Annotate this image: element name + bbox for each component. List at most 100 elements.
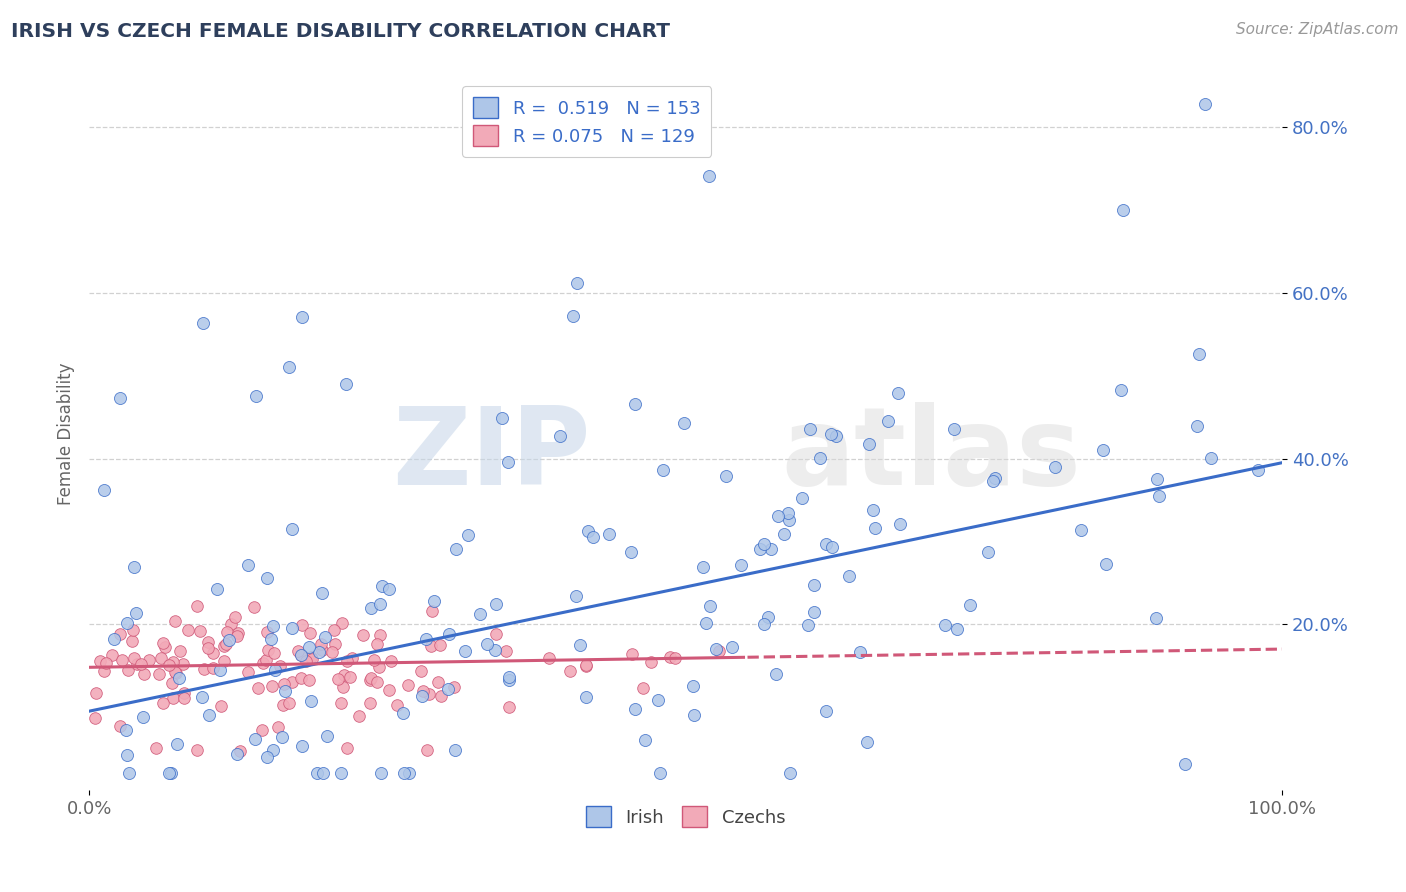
Point: [430, 689, 453, 703]
Point: [624, 702, 647, 716]
Point: [152, 696, 174, 710]
Point: [326, 672, 349, 686]
Point: [153, 640, 176, 655]
Point: [108, 392, 131, 406]
Point: [191, 316, 214, 330]
Point: [167, 671, 190, 685]
Point: [876, 414, 898, 428]
Point: [118, 766, 141, 780]
Point: [454, 644, 477, 658]
Point: [485, 627, 508, 641]
Point: [803, 605, 825, 619]
Point: [202, 661, 225, 675]
Point: [197, 641, 219, 656]
Point: [162, 655, 184, 669]
Point: [256, 571, 278, 585]
Point: [856, 735, 879, 749]
Point: [330, 696, 353, 710]
Point: [934, 618, 956, 632]
Point: [498, 455, 520, 469]
Point: [634, 732, 657, 747]
Point: [173, 686, 195, 700]
Point: [779, 766, 801, 780]
Point: [1109, 383, 1132, 397]
Point: [103, 632, 125, 646]
Point: [378, 582, 401, 596]
Point: [598, 526, 620, 541]
Point: [262, 619, 284, 633]
Point: [236, 665, 259, 679]
Point: [1147, 489, 1170, 503]
Point: [291, 618, 314, 632]
Point: [252, 657, 274, 671]
Point: [886, 385, 908, 400]
Point: [683, 708, 706, 723]
Point: [209, 663, 232, 677]
Point: [172, 657, 194, 672]
Point: [298, 626, 321, 640]
Point: [226, 626, 249, 640]
Point: [311, 585, 333, 599]
Point: [575, 657, 598, 672]
Point: [138, 653, 160, 667]
Point: [415, 742, 437, 756]
Point: [707, 644, 730, 658]
Point: [271, 731, 294, 745]
Point: [776, 506, 799, 520]
Point: [658, 649, 681, 664]
Point: [260, 679, 283, 693]
Point: [108, 719, 131, 733]
Point: [825, 429, 848, 443]
Point: [198, 708, 221, 723]
Point: [959, 598, 981, 612]
Point: [186, 743, 208, 757]
Point: [335, 377, 357, 392]
Point: [347, 709, 370, 723]
Point: [267, 720, 290, 734]
Point: [444, 743, 467, 757]
Point: [752, 617, 775, 632]
Point: [858, 436, 880, 450]
Point: [257, 643, 280, 657]
Point: [756, 610, 779, 624]
Point: [238, 558, 260, 573]
Point: [772, 527, 794, 541]
Point: [83, 711, 105, 725]
Point: [336, 740, 359, 755]
Point: [330, 766, 353, 780]
Point: [444, 542, 467, 557]
Point: [436, 682, 458, 697]
Point: [485, 597, 508, 611]
Point: [366, 675, 388, 690]
Point: [321, 645, 343, 659]
Point: [561, 310, 583, 324]
Point: [682, 679, 704, 693]
Point: [1070, 523, 1092, 537]
Point: [730, 558, 752, 572]
Point: [491, 411, 513, 425]
Point: [247, 681, 270, 696]
Point: [94, 656, 117, 670]
Y-axis label: Female Disability: Female Disability: [58, 362, 75, 505]
Point: [889, 517, 911, 532]
Point: [721, 640, 744, 654]
Point: [207, 582, 229, 596]
Text: IRISH VS CZECH FEMALE DISABILITY CORRELATION CHART: IRISH VS CZECH FEMALE DISABILITY CORRELA…: [11, 22, 671, 41]
Point: [332, 681, 354, 695]
Point: [209, 699, 232, 714]
Point: [333, 668, 356, 682]
Point: [790, 491, 813, 505]
Text: Source: ZipAtlas.com: Source: ZipAtlas.com: [1236, 22, 1399, 37]
Point: [323, 623, 346, 637]
Point: [420, 604, 443, 618]
Point: [134, 666, 156, 681]
Point: [582, 530, 605, 544]
Point: [352, 628, 374, 642]
Point: [340, 651, 363, 665]
Point: [640, 655, 662, 669]
Point: [396, 678, 419, 692]
Point: [420, 639, 443, 653]
Point: [188, 624, 211, 638]
Point: [984, 471, 1007, 485]
Point: [290, 648, 312, 662]
